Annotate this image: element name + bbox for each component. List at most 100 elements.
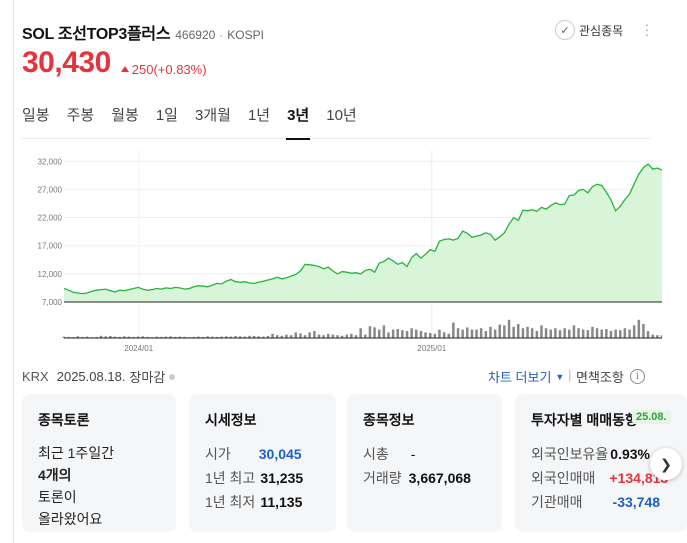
volume-bar bbox=[656, 335, 659, 338]
y-tick-label: 22,000 bbox=[38, 214, 63, 223]
volume-bar bbox=[368, 326, 372, 338]
volume-bar bbox=[517, 324, 520, 338]
volume-bar bbox=[340, 335, 344, 338]
volume-bar bbox=[401, 330, 404, 338]
volume-bar bbox=[387, 332, 390, 338]
volume-bar bbox=[572, 325, 576, 338]
arrow-up-icon bbox=[120, 66, 129, 72]
volume-bar bbox=[391, 329, 395, 338]
volume-bar bbox=[317, 334, 321, 338]
volume-bar bbox=[429, 333, 432, 338]
volume-bar bbox=[229, 336, 233, 338]
volume-bar bbox=[174, 336, 177, 338]
volume-bar bbox=[489, 326, 492, 338]
discussion-card[interactable]: 종목토론 최근 1주일간 4개의 토론이 올라왔어요 bbox=[22, 394, 176, 532]
year-high-row: 1년 최고 31,235 bbox=[205, 466, 336, 490]
market-info-card[interactable]: 시세정보 시가 30,045 1년 최고 31,235 1년 최저 11,135 bbox=[189, 394, 336, 532]
price-change: 250(+0.83%) bbox=[120, 62, 207, 77]
volume-bar bbox=[512, 326, 515, 338]
volume-bar bbox=[118, 336, 121, 338]
volume-label: 거래량 bbox=[363, 470, 402, 486]
volume-bar bbox=[554, 328, 557, 338]
volume-bar bbox=[405, 331, 409, 338]
volume-bar bbox=[350, 333, 353, 338]
stock-header: SOL 조선TOP3플러스 466920 · KOSPI bbox=[22, 20, 264, 44]
tab-2[interactable]: 월봉 bbox=[111, 107, 139, 124]
volume-bar bbox=[410, 328, 413, 338]
volume-bar bbox=[544, 328, 548, 338]
stock-info-card[interactable]: 종목정보 시총 - 거래량 3,667,068 bbox=[347, 394, 502, 532]
volume-bar bbox=[271, 333, 274, 338]
volume-bar bbox=[327, 333, 330, 338]
volume-bar bbox=[632, 325, 636, 338]
check-icon: ✓ bbox=[555, 20, 575, 40]
tab-6[interactable]: 3년 bbox=[286, 100, 311, 140]
volume-bar bbox=[160, 336, 163, 338]
price-row: 30,430 250(+0.83%) bbox=[22, 46, 207, 80]
volume-bar bbox=[127, 336, 131, 338]
volume-bar bbox=[313, 331, 316, 338]
year-high-label: 1년 최고 bbox=[205, 470, 256, 486]
volume-bar bbox=[294, 332, 297, 338]
volume-bar bbox=[568, 329, 571, 338]
stock-market: KOSPI bbox=[227, 28, 264, 42]
volume-bar bbox=[192, 336, 195, 338]
foreign-holding-value: 0.93% bbox=[610, 446, 650, 462]
volume-bar bbox=[234, 336, 237, 338]
watchlist-button[interactable]: ✓ 관심종목 bbox=[555, 20, 623, 40]
volume-bar bbox=[623, 328, 627, 338]
volume-bar bbox=[155, 336, 158, 338]
volume-bar bbox=[359, 328, 362, 338]
market-cap-value: - bbox=[410, 446, 416, 462]
more-vertical-icon[interactable]: · · · bbox=[644, 16, 650, 42]
volume-bar bbox=[285, 334, 288, 338]
discussion-body: 최근 1주일간 4개의 토론이 올라왔어요 bbox=[38, 442, 176, 530]
volume-bar bbox=[577, 328, 580, 338]
tab-4[interactable]: 3개월 bbox=[194, 107, 231, 124]
institution-trade-label: 기관매매 bbox=[531, 494, 583, 510]
price-chart[interactable]: 32,000 27,000 22,000 17,000 12,000 7,000 2024/… bbox=[22, 145, 662, 360]
volume-bar bbox=[132, 336, 135, 338]
volume-bar bbox=[586, 330, 590, 338]
discussion-line: 토론이 bbox=[38, 489, 77, 505]
volume-bar bbox=[660, 335, 662, 338]
volume-bar bbox=[382, 325, 386, 338]
volume-bar bbox=[535, 331, 539, 338]
volume-bar bbox=[169, 336, 172, 338]
chart-more-link[interactable]: 차트 더보기 ▼ bbox=[488, 367, 564, 386]
stock-info-title: 종목정보 bbox=[363, 412, 415, 428]
volume-bar bbox=[628, 329, 631, 338]
tab-7[interactable]: 10년 bbox=[326, 107, 357, 124]
volume-bar bbox=[85, 336, 89, 338]
disclaimer-link[interactable]: 면책조항 i bbox=[576, 367, 645, 386]
x-tick-label: 2025/01 bbox=[417, 344, 446, 353]
volume-bar bbox=[614, 329, 617, 338]
volume-bar bbox=[354, 335, 358, 338]
volume-bar bbox=[280, 335, 284, 338]
stock-name[interactable]: SOL 조선TOP3플러스 bbox=[22, 26, 171, 43]
investor-trend-card[interactable]: 투자자별 매매동향 25.08. 외국인보유율 0.93% 외국인매매 +134… bbox=[515, 394, 687, 532]
discussion-title: 종목토론 bbox=[38, 412, 90, 428]
tab-5[interactable]: 1년 bbox=[247, 107, 271, 124]
year-low-value: 11,135 bbox=[260, 494, 303, 510]
volume-bar bbox=[248, 335, 251, 338]
volume-bar bbox=[452, 322, 455, 338]
header-separator: · bbox=[219, 28, 224, 42]
foreign-trade-label: 외국인매매 bbox=[531, 470, 596, 486]
volume-bar bbox=[503, 325, 506, 338]
tab-1[interactable]: 주봉 bbox=[66, 107, 95, 124]
tab-3[interactable]: 1일 bbox=[155, 107, 178, 124]
volume-bar bbox=[456, 328, 460, 338]
foreign-holding-row: 외국인보유율 0.93% bbox=[531, 442, 687, 466]
period-tabs: 일봉 주봉 월봉 1일 3개월 1년 3년 10년 bbox=[22, 100, 650, 140]
volume-bar bbox=[109, 336, 112, 338]
tab-0[interactable]: 일봉 bbox=[22, 107, 50, 124]
next-card-button[interactable]: ❯ bbox=[650, 448, 682, 480]
volume-bar bbox=[113, 336, 117, 338]
volume-bar bbox=[600, 329, 603, 338]
volume-bar bbox=[225, 336, 228, 338]
year-low-row: 1년 최저 11,135 bbox=[205, 490, 336, 514]
volume-bar bbox=[262, 336, 265, 338]
info-icon: i bbox=[629, 369, 645, 384]
y-tick-label: 7,000 bbox=[42, 298, 63, 307]
